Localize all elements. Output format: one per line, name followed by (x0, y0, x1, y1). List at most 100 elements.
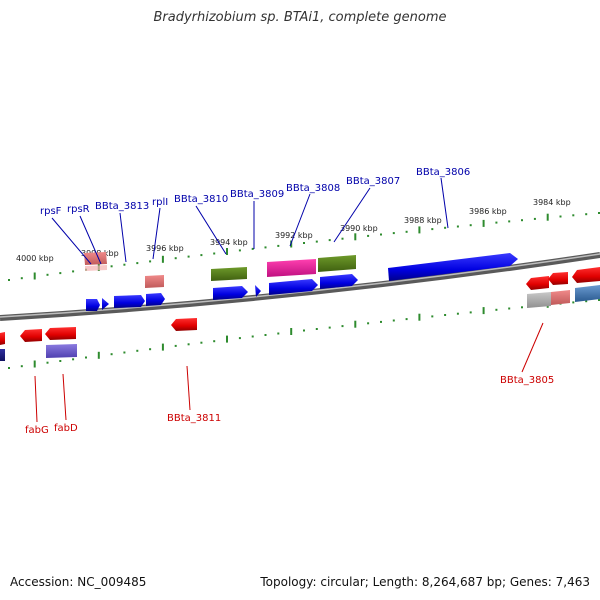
gene-BBta_3810[interactable] (213, 286, 248, 300)
ruler-minor-tick (200, 341, 203, 344)
label-BBta_3809[interactable]: BBta_3809 (230, 189, 284, 200)
ruler-minor-tick (46, 361, 49, 364)
gene-BBta_3809[interactable] (255, 285, 261, 297)
label-fabG[interactable]: fabG (25, 425, 49, 436)
gene-BBta_3810-top[interactable] (211, 267, 247, 281)
gene-edge-left[interactable] (0, 332, 5, 345)
ruler-minor-tick (303, 329, 305, 332)
ruler-minor-tick (328, 239, 331, 242)
ruler-minor-tick (456, 225, 459, 228)
gene-right-edge[interactable] (572, 267, 600, 283)
gene-BBta_3807-c[interactable] (320, 274, 358, 289)
gene-BBta_3813[interactable] (114, 295, 145, 308)
gene-BBta_3805[interactable] (526, 276, 549, 290)
gene-rpsR[interactable] (86, 299, 100, 311)
ruler-minor-tick (123, 263, 126, 266)
ruler-major-tick (33, 272, 36, 280)
ruler-minor-tick (508, 220, 511, 223)
ruler-minor-tick (238, 249, 241, 252)
label-BBta_3807[interactable]: BBta_3807 (346, 176, 400, 187)
label-BBta_3811[interactable]: BBta_3811 (167, 413, 221, 424)
label-fabD[interactable]: fabD (54, 423, 78, 434)
gene-rplI[interactable] (145, 275, 164, 288)
topology-text: Topology: circular; Length: 8,264,687 bp… (260, 575, 590, 589)
label-rpsF[interactable]: rpsF (40, 206, 62, 217)
gene-BBta_3805-grey[interactable] (527, 292, 551, 308)
ruler-minor-tick (444, 226, 447, 229)
ruler-minor-tick (149, 348, 152, 351)
label-BBta_3808[interactable]: BBta_3808 (286, 183, 340, 194)
ruler-minor-tick (341, 325, 344, 328)
gene-BBta_3805-b[interactable] (548, 272, 568, 285)
ruler-minor-tick (110, 265, 113, 268)
ruler-minor-tick (136, 262, 139, 265)
gene-BBta_3807-bottom[interactable] (269, 279, 318, 295)
label-rplI[interactable]: rplI (152, 197, 168, 208)
ruler-major-tick (97, 351, 100, 359)
ruler-label-3988: 3988 kbp (404, 216, 442, 225)
ruler-major-tick (546, 213, 549, 221)
ruler-major-tick (226, 335, 228, 343)
ruler-major-tick (226, 248, 228, 255)
ruler-minor-tick (213, 340, 216, 343)
label-rpsR[interactable]: rpsR (67, 204, 90, 215)
top-label-leaders (51, 177, 449, 265)
gene-BBta_3808[interactable] (267, 259, 316, 277)
leader-rplI (152, 207, 161, 260)
ruler-minor-tick (264, 246, 267, 249)
ruler-minor-tick (585, 213, 588, 216)
ruler-major-tick (418, 313, 421, 321)
ruler-major-tick (354, 233, 357, 241)
gene-BBta_3813-b[interactable] (146, 293, 165, 306)
ruler-major-tick (290, 328, 293, 335)
ruler-major-tick (354, 320, 357, 328)
ruler-minor-tick (187, 343, 190, 346)
gene-fabD-lower[interactable] (46, 344, 77, 358)
ruler-minor-tick (508, 307, 511, 310)
ruler-minor-tick (20, 277, 23, 280)
gene-fabG[interactable] (20, 329, 42, 342)
ruler-minor-tick (431, 228, 434, 231)
ruler-minor-tick (431, 315, 434, 318)
bottom-strand-genes (0, 267, 600, 361)
ruler-minor-tick (444, 314, 447, 316)
ruler-major-tick (161, 255, 164, 263)
ruler-major-tick (33, 360, 36, 368)
label-BBta_3810[interactable]: BBta_3810 (174, 194, 228, 205)
gene-rpsF-lower[interactable] (85, 265, 107, 271)
ruler-minor-tick (303, 242, 305, 244)
ruler-minor-tick (469, 311, 472, 314)
gene-BBta_3806[interactable] (388, 253, 518, 281)
gene-BBta_3807-top[interactable] (318, 255, 356, 272)
ruler-minor-tick (469, 224, 472, 227)
label-BBta_3805[interactable]: BBta_3805 (500, 375, 554, 386)
leader-BBta_3807 (333, 187, 371, 243)
label-BBta_3813[interactable]: BBta_3813 (95, 201, 149, 212)
gene-right-steel[interactable] (575, 285, 600, 302)
leader-BBta_3810 (195, 205, 227, 255)
gene-BBta_3805-salmon[interactable] (551, 290, 570, 305)
gene-fabD[interactable] (45, 327, 76, 340)
ruler-major-tick (482, 219, 485, 227)
ruler-minor-tick (174, 344, 177, 347)
gene-rpsF[interactable] (84, 252, 107, 265)
ruler-minor-tick (572, 301, 575, 304)
ruler-minor-tick (521, 219, 523, 222)
bottom-labels: fabG fabD BBta_3811 BBta_3805 (25, 375, 554, 436)
ruler-minor-tick (572, 214, 575, 217)
ruler-minor-tick (405, 230, 408, 233)
ruler-minor-tick (59, 360, 62, 362)
ruler-minor-tick (598, 212, 600, 214)
gene-rpsR-small[interactable] (102, 298, 109, 310)
ruler-minor-tick (521, 306, 523, 309)
ruler-minor-tick (85, 356, 87, 359)
top-strand-genes (84, 252, 518, 311)
ruler-minor-tick (251, 335, 254, 338)
ruler-minor-tick (59, 272, 62, 275)
ruler-label-3996: 3996 kbp (146, 244, 184, 253)
gene-edge-left-lower[interactable] (0, 349, 5, 361)
ruler-minor-tick (72, 270, 75, 273)
gene-BBta_3811[interactable] (171, 318, 197, 331)
label-BBta_3806[interactable]: BBta_3806 (416, 167, 470, 178)
leader-BBta_3805 (521, 322, 544, 373)
